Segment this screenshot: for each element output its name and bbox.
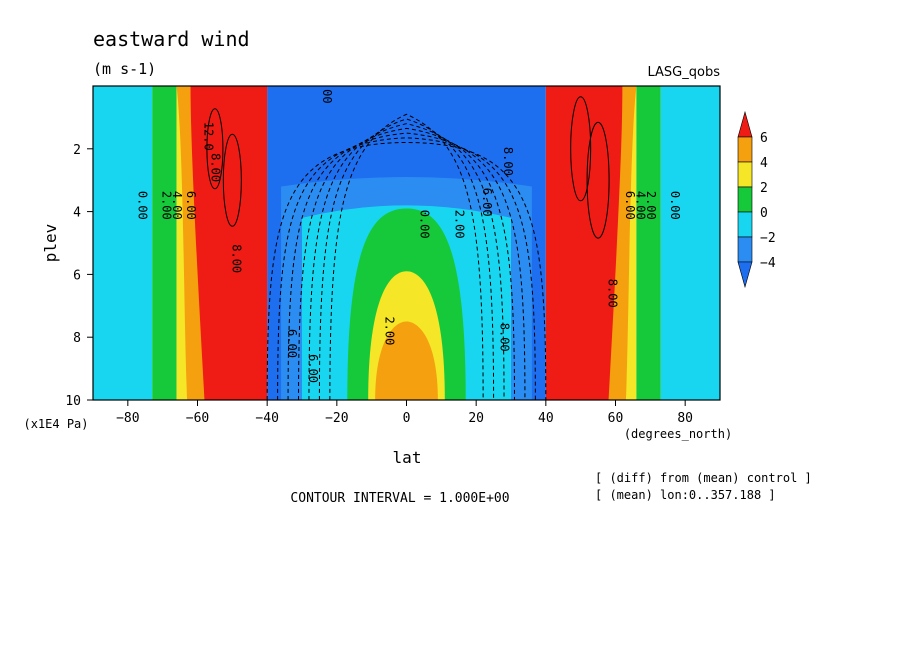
contour-field <box>93 86 720 400</box>
contour-label-6: 8.00 <box>229 244 243 273</box>
x-tick-label-0: −80 <box>116 411 139 426</box>
neg-contour-3 <box>298 127 515 400</box>
contour-label-18: 2.00 <box>644 191 658 220</box>
neg-contour-5 <box>318 118 495 400</box>
x-tick-label-4: 0 <box>403 411 411 426</box>
x-tick-label-1: −60 <box>186 411 209 426</box>
neg-contour-4 <box>308 123 505 400</box>
y-tick-label-3: 8 <box>73 331 81 346</box>
contour-label-10: 2.00 <box>452 210 466 239</box>
contour-label-13: 8.00 <box>501 147 515 176</box>
x-tick-label-6: 40 <box>538 411 554 426</box>
fill-shape-7 <box>608 86 637 400</box>
colorbar: 6 4 2 0 −2 −4 <box>737 110 776 289</box>
band-region-8 <box>660 86 720 400</box>
colorbar-label-1: 4 <box>760 156 768 171</box>
contour-label-4: 12.0 <box>201 122 215 151</box>
x-axis-label: lat <box>393 448 422 467</box>
x-tick-label-3: −20 <box>325 411 348 426</box>
contour-lines <box>206 96 610 400</box>
y-tick-label-4: 10 <box>65 394 81 409</box>
fill-shape-5 <box>190 86 268 400</box>
contour-interval: CONTOUR INTERVAL = 1.000E+00 <box>290 491 509 506</box>
colorbar-swatch-2 <box>737 161 753 188</box>
band-region-0 <box>93 86 153 400</box>
contour-label-14: 6.00 <box>480 188 494 217</box>
colorbar-label-3: 0 <box>760 206 768 221</box>
fill-shape-6 <box>176 86 205 400</box>
y-axis-units: (x1E4 Pa) <box>23 417 88 431</box>
y-tick-label-0: 2 <box>73 143 81 158</box>
colorbar-swatch-5 <box>737 236 753 263</box>
colorbar-bottom-arrow <box>737 261 753 289</box>
colorbar-label-0: 6 <box>760 131 768 146</box>
band-region-5 <box>545 86 623 400</box>
colorbar-swatch-4 <box>737 211 753 238</box>
colorbar-swatch-3 <box>737 186 753 213</box>
contour-label-9: 0.00 <box>417 210 431 239</box>
contour-label-20: 2.00 <box>320 75 334 104</box>
x-tick-label-8: 80 <box>677 411 693 426</box>
band-region-7 <box>636 86 661 400</box>
neg-contour-6 <box>329 113 484 400</box>
y-axis-label: plev <box>41 224 60 263</box>
contour-label-5: 8.00 <box>208 153 222 182</box>
contour-label-7: 6.00 <box>285 329 299 358</box>
colorbar-label-4: −2 <box>760 231 776 246</box>
contour-label-0: 0.00 <box>135 191 149 220</box>
colorbar-top-arrow <box>737 110 753 138</box>
dataset-label: LASG_qobs <box>648 65 721 80</box>
band-region-1 <box>152 86 177 400</box>
contour-label-15: 8.00 <box>606 279 620 308</box>
contour-label-3: 6.00 <box>184 191 198 220</box>
contour-label-1: 2.00 <box>160 191 174 220</box>
contour-label-12: 8.00 <box>498 323 512 352</box>
contour-label-17: 4.00 <box>633 191 647 220</box>
colorbar-swatch-1 <box>737 136 753 163</box>
contour-label-11: 2.00 <box>383 316 397 345</box>
note-diff: [ (diff) from (mean) control ] <box>595 471 812 485</box>
contour-label-16: 6.00 <box>623 191 637 220</box>
contour-label-2: 4.00 <box>170 191 184 220</box>
pos-contour-0 <box>206 108 224 190</box>
pos-contour-1 <box>222 133 242 227</box>
chart-title: eastward wind <box>93 27 250 51</box>
pos-contour-2 <box>570 96 592 202</box>
x-tick-label-7: 60 <box>608 411 624 426</box>
x-axis: −80 −60 −40 −20 0 20 40 60 80 <box>116 400 693 426</box>
chart-units: (m s-1) <box>93 60 156 78</box>
fill-shape-4 <box>375 321 438 400</box>
y-tick-label-1: 4 <box>73 206 81 221</box>
note-mean: [ (mean) lon:0..357.188 ] <box>595 488 776 502</box>
neg-contour-2 <box>287 132 526 400</box>
x-axis-units: (degrees_north) <box>624 427 732 441</box>
pos-contour-3 <box>586 121 610 239</box>
contour-label-19: 0.00 <box>668 191 682 220</box>
x-tick-label-2: −40 <box>255 411 278 426</box>
y-tick-label-2: 6 <box>73 268 81 283</box>
colorbar-label-5: −4 <box>760 256 776 271</box>
contour-labels: 0.00 2.004.00 6.0012.08.008.006.006.000.00… <box>135 75 682 383</box>
contour-label-8: 6.00 <box>306 354 320 383</box>
colorbar-label-2: 2 <box>760 181 768 196</box>
x-tick-label-5: 20 <box>468 411 484 426</box>
y-axis: 2 4 6 8 10 <box>65 143 93 409</box>
